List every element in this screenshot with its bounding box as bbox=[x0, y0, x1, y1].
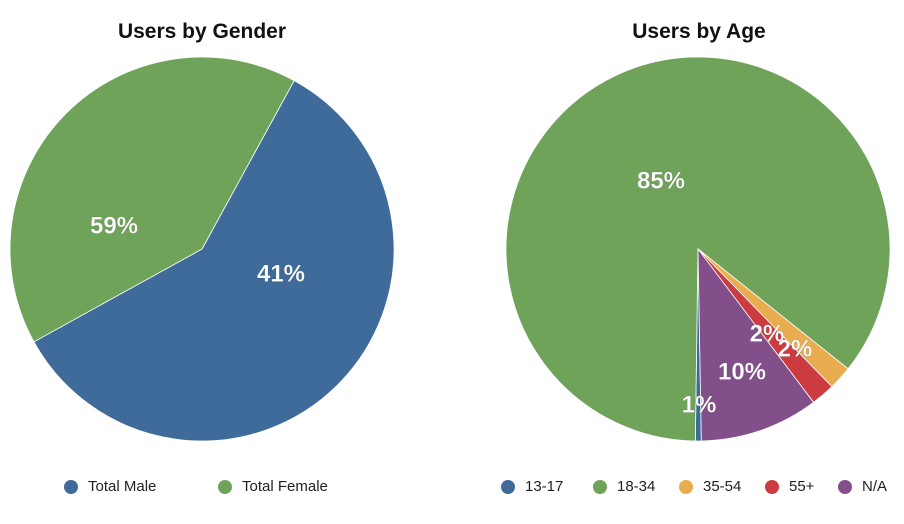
legend-item-total-male: Total Male bbox=[64, 478, 156, 495]
gender-pie: 59% 41% bbox=[9, 56, 395, 442]
legend-swatch-icon bbox=[679, 479, 693, 494]
legend-label: Total Female bbox=[242, 478, 328, 495]
slice-label-n-a: 10% bbox=[718, 358, 766, 385]
legend-swatch-icon bbox=[501, 479, 515, 494]
gender-pie-chart: Users by Gender 59% 41% Total Male Total F… bbox=[0, 0, 404, 524]
legend-item-18-34: 18-34 bbox=[593, 478, 655, 495]
legend-item-13-17: 13-17 bbox=[501, 478, 563, 495]
legend-label: Total Male bbox=[88, 478, 157, 495]
pie-slice-total-male bbox=[33, 80, 395, 442]
legend-swatch-icon bbox=[64, 479, 78, 494]
slice-label-total-male: 59% bbox=[90, 212, 138, 239]
pie-slice-total-female bbox=[9, 56, 295, 343]
legend-swatch-icon bbox=[218, 479, 232, 494]
slice-label-13-17: 1% bbox=[682, 391, 717, 418]
legend-item-55: 55+ bbox=[765, 478, 814, 495]
legend-label: 18-34 bbox=[617, 478, 656, 495]
legend-swatch-icon bbox=[765, 479, 779, 494]
legend-swatch-icon bbox=[838, 479, 852, 494]
chart-title: Users by Age bbox=[632, 20, 766, 43]
legend-swatch-icon bbox=[593, 479, 607, 494]
age-pie-chart: Users by Age 1% 85% 2% 2% 10% 13-17 18-34 35-5… bbox=[494, 0, 904, 524]
chart-title: Users by Gender bbox=[117, 20, 287, 43]
slice-label-total-female: 41% bbox=[257, 260, 305, 287]
legend-item-n-a: N/A bbox=[838, 478, 887, 495]
slice-label-35-54: 2% bbox=[778, 335, 813, 362]
pie-slice-n-a bbox=[697, 247, 815, 442]
legend-item-35-54: 35-54 bbox=[679, 478, 741, 495]
legend-item-total-female: Total Female bbox=[218, 478, 328, 495]
legend-label: 35-54 bbox=[703, 478, 742, 495]
age-pie: 1% 85% 2%2% 10% bbox=[505, 56, 891, 442]
legend-label: 13-17 bbox=[525, 478, 564, 495]
slice-label-18-34: 85% bbox=[637, 167, 685, 194]
slice-label-55: 2% bbox=[750, 320, 785, 347]
legend-label: N/A bbox=[862, 478, 888, 495]
legend-label: 55+ bbox=[789, 478, 815, 495]
